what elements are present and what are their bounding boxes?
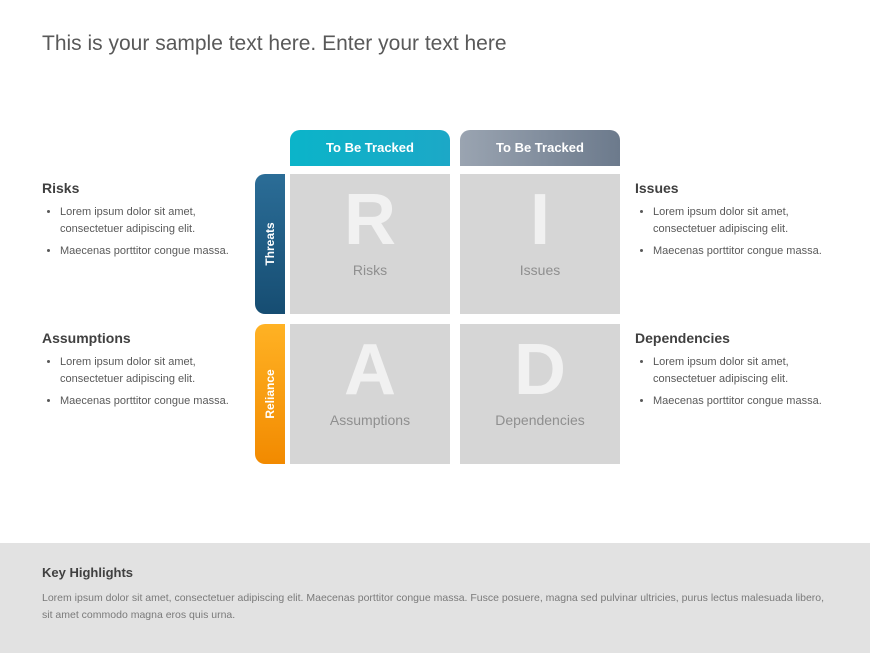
side-assumptions: Assumptions Lorem ipsum dolor sit amet, … [42, 330, 237, 416]
list-item: Lorem ipsum dolor sit amet, consectetuer… [60, 354, 237, 387]
row-tab-reliance: Reliance [255, 324, 285, 464]
page-title: This is your sample text here. Enter you… [42, 32, 507, 56]
side-dependencies-list: Lorem ipsum dolor sit amet, consectetuer… [635, 354, 830, 410]
cell-dependencies: D Dependencies [460, 324, 620, 464]
cell-dependencies-letter: D [460, 334, 620, 406]
cell-dependencies-label: Dependencies [460, 412, 620, 428]
row-tab-reliance-label: Reliance [263, 369, 277, 418]
cell-risks-letter: R [290, 184, 450, 256]
list-item: Lorem ipsum dolor sit amet, consectetuer… [60, 204, 237, 237]
list-item: Lorem ipsum dolor sit amet, consectetuer… [653, 204, 830, 237]
side-issues-heading: Issues [635, 180, 830, 196]
row-tab-threats: Threats [255, 174, 285, 314]
footer-heading: Key Highlights [42, 565, 828, 580]
column-header-right: To Be Tracked [460, 130, 620, 166]
footer: Key Highlights Lorem ipsum dolor sit ame… [0, 543, 870, 653]
side-risks-heading: Risks [42, 180, 237, 196]
list-item: Maecenas porttitor congue massa. [653, 393, 830, 410]
side-assumptions-heading: Assumptions [42, 330, 237, 346]
side-dependencies: Dependencies Lorem ipsum dolor sit amet,… [635, 330, 830, 416]
list-item: Maecenas porttitor congue massa. [60, 243, 237, 260]
column-header-left: To Be Tracked [290, 130, 450, 166]
list-item: Maecenas porttitor congue massa. [653, 243, 830, 260]
cell-assumptions: A Assumptions [290, 324, 450, 464]
side-dependencies-heading: Dependencies [635, 330, 830, 346]
cell-assumptions-letter: A [290, 334, 450, 406]
side-assumptions-list: Lorem ipsum dolor sit amet, consectetuer… [42, 354, 237, 410]
side-risks-list: Lorem ipsum dolor sit amet, consectetuer… [42, 204, 237, 260]
side-issues-list: Lorem ipsum dolor sit amet, consectetuer… [635, 204, 830, 260]
row-tab-threats-label: Threats [263, 222, 277, 265]
cell-issues: I Issues [460, 174, 620, 314]
cell-issues-label: Issues [460, 262, 620, 278]
side-risks: Risks Lorem ipsum dolor sit amet, consec… [42, 180, 237, 266]
list-item: Lorem ipsum dolor sit amet, consectetuer… [653, 354, 830, 387]
side-issues: Issues Lorem ipsum dolor sit amet, conse… [635, 180, 830, 266]
cell-risks-label: Risks [290, 262, 450, 278]
cell-issues-letter: I [460, 184, 620, 256]
list-item: Maecenas porttitor congue massa. [60, 393, 237, 410]
cell-risks: R Risks [290, 174, 450, 314]
cell-assumptions-label: Assumptions [290, 412, 450, 428]
footer-text: Lorem ipsum dolor sit amet, consectetuer… [42, 590, 828, 624]
